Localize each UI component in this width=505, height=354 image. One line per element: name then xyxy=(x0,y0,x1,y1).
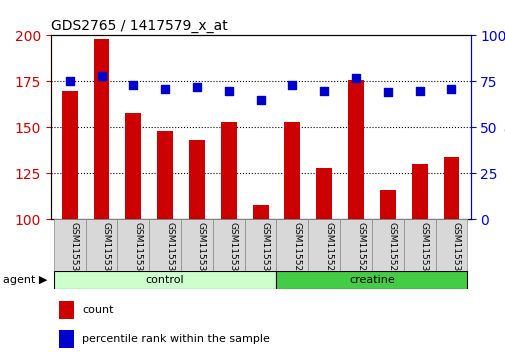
Bar xyxy=(125,113,141,219)
Text: GSM115534: GSM115534 xyxy=(133,222,142,277)
Bar xyxy=(59,330,74,348)
Point xyxy=(288,82,296,88)
Bar xyxy=(54,271,276,289)
Text: GSM115526: GSM115526 xyxy=(292,222,301,277)
Bar xyxy=(117,219,149,271)
Bar xyxy=(181,219,213,271)
Text: GSM115535: GSM115535 xyxy=(165,222,174,277)
Bar xyxy=(252,205,268,219)
Bar xyxy=(316,168,331,219)
Text: GSM115530: GSM115530 xyxy=(419,222,428,277)
Text: GSM115531: GSM115531 xyxy=(450,222,460,277)
Text: control: control xyxy=(145,275,184,285)
Text: agent ▶: agent ▶ xyxy=(3,275,47,285)
Bar xyxy=(411,164,427,219)
Bar xyxy=(379,190,395,219)
Point xyxy=(351,75,360,81)
Text: count: count xyxy=(82,305,114,315)
Bar xyxy=(149,219,181,271)
Text: GSM115536: GSM115536 xyxy=(196,222,206,277)
Bar xyxy=(284,122,300,219)
Bar xyxy=(59,301,74,319)
Bar xyxy=(244,219,276,271)
Text: GSM115528: GSM115528 xyxy=(356,222,364,277)
Point xyxy=(97,73,106,79)
Bar xyxy=(62,91,77,219)
Point xyxy=(161,86,169,92)
Bar xyxy=(339,219,371,271)
Point xyxy=(256,97,264,103)
Bar xyxy=(347,80,363,219)
Text: GSM115537: GSM115537 xyxy=(228,222,237,277)
Point xyxy=(446,86,454,92)
Bar xyxy=(93,39,109,219)
Point xyxy=(415,88,423,93)
Text: GSM115529: GSM115529 xyxy=(387,222,396,277)
Text: GSM115533: GSM115533 xyxy=(102,222,110,277)
Point xyxy=(224,88,232,93)
Bar xyxy=(403,219,435,271)
Y-axis label: %: % xyxy=(502,127,505,141)
Bar xyxy=(157,131,173,219)
Bar xyxy=(435,219,467,271)
Point xyxy=(320,88,328,93)
Bar xyxy=(213,219,244,271)
Bar xyxy=(85,219,117,271)
Bar xyxy=(371,219,403,271)
Bar xyxy=(220,122,236,219)
Text: GSM115532: GSM115532 xyxy=(70,222,79,277)
Text: GDS2765 / 1417579_x_at: GDS2765 / 1417579_x_at xyxy=(50,19,227,33)
Bar xyxy=(443,157,459,219)
Text: GSM115538: GSM115538 xyxy=(260,222,269,277)
Point xyxy=(192,84,200,90)
Bar xyxy=(276,219,308,271)
Text: percentile rank within the sample: percentile rank within the sample xyxy=(82,334,270,344)
Point xyxy=(129,82,137,88)
Bar xyxy=(308,219,339,271)
Bar xyxy=(276,271,467,289)
Point xyxy=(383,90,391,95)
Point xyxy=(66,79,74,84)
Text: GSM115527: GSM115527 xyxy=(324,222,333,277)
Bar xyxy=(54,219,85,271)
Bar xyxy=(189,140,205,219)
Text: creatine: creatine xyxy=(348,275,394,285)
